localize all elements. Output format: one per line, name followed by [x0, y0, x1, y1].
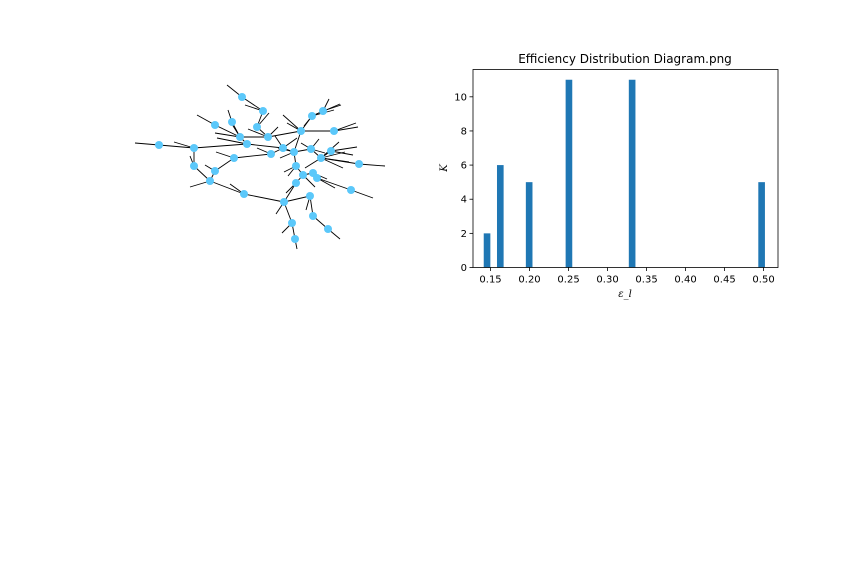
network-nodes: [155, 93, 363, 243]
graph-edge: [330, 146, 358, 152]
y-tick-label: 6: [461, 161, 467, 172]
graph-node: [288, 219, 296, 227]
graph-edge: [333, 126, 359, 132]
graph-edge: [134, 142, 160, 146]
x-axis-ticks: 0.15 0.20 0.25 0.30 0.35 0.40 0.45 0.50: [479, 267, 775, 286]
graph-edge: [358, 163, 386, 167]
graph-node: [299, 171, 307, 179]
y-axis-ticks: 0 2 4 6 8 10: [454, 92, 473, 274]
graph-node: [280, 198, 288, 206]
x-axis-label: ε_l: [618, 289, 632, 300]
graph-node: [190, 144, 198, 152]
graph-node: [230, 154, 238, 162]
y-tick-label: 2: [461, 229, 467, 240]
graph-node: [228, 118, 236, 126]
graph-node: [307, 145, 315, 153]
graph-node: [291, 235, 299, 243]
graph-edge: [282, 114, 302, 132]
y-tick-label: 10: [454, 92, 467, 103]
graph-node: [206, 177, 214, 185]
graph-edge: [320, 157, 350, 163]
graph-node: [324, 225, 332, 233]
graph-node: [238, 93, 246, 101]
graph-node: [319, 107, 327, 115]
bar: [758, 182, 765, 268]
graph-node: [327, 147, 335, 155]
y-tick-label: 4: [461, 195, 467, 206]
graph-edge: [283, 195, 311, 203]
x-tick-label: 0.40: [674, 275, 696, 286]
graph-node: [313, 174, 321, 182]
graph-edge: [214, 132, 241, 138]
graph-node: [355, 160, 363, 168]
graph-node: [211, 167, 219, 175]
graph-node: [292, 162, 300, 170]
graph-edge: [158, 144, 195, 149]
graph-node: [240, 190, 248, 198]
x-tick-label: 0.20: [518, 275, 540, 286]
graph-edge: [233, 153, 272, 159]
graph-node: [267, 150, 275, 158]
graph-edge: [216, 137, 248, 145]
graph-edge: [209, 180, 245, 195]
graph-node: [243, 140, 251, 148]
x-tick-label: 0.30: [596, 275, 618, 286]
graph-node: [155, 141, 163, 149]
graph-node: [306, 192, 314, 200]
network-graph: [134, 84, 386, 250]
x-tick-label: 0.45: [713, 275, 735, 286]
graph-edge: [267, 130, 302, 138]
bar: [628, 79, 636, 268]
bar-chart: Efficiency Distribution Diagram.png 0.15…: [439, 52, 779, 300]
graph-node: [259, 107, 267, 115]
bar: [525, 182, 533, 268]
graph-node: [211, 121, 219, 129]
x-tick-label: 0.15: [479, 275, 501, 286]
y-axis-label: K: [439, 164, 450, 173]
bar: [565, 79, 573, 268]
graph-node: [279, 144, 287, 152]
graph-node: [290, 148, 298, 156]
graph-edge: [246, 143, 284, 149]
graph-node: [190, 162, 198, 170]
plot-frame: [472, 69, 779, 268]
graph-node: [236, 133, 244, 141]
graph-edge: [193, 143, 248, 149]
chart-bars: [483, 79, 765, 268]
graph-node: [297, 127, 305, 135]
x-tick-label: 0.35: [635, 275, 657, 286]
graph-node: [330, 127, 338, 135]
y-tick-label: 0: [461, 263, 467, 274]
graph-node: [309, 212, 317, 220]
graph-edge: [320, 157, 344, 169]
bar: [496, 165, 504, 268]
bar: [483, 233, 491, 268]
graph-node: [253, 123, 261, 131]
graph-node: [264, 133, 272, 141]
graph-node: [347, 186, 355, 194]
x-tick-label: 0.50: [752, 275, 774, 286]
graph-node: [292, 179, 300, 187]
graph-edge: [243, 193, 285, 203]
graph-node: [308, 112, 316, 120]
chart-title: Efficiency Distribution Diagram.png: [518, 52, 732, 66]
y-tick-label: 8: [461, 126, 467, 137]
graph-edge: [316, 177, 352, 191]
graph-edge: [241, 96, 264, 112]
graph-edge: [214, 124, 241, 138]
x-tick-label: 0.25: [557, 275, 579, 286]
graph-node: [317, 154, 325, 162]
